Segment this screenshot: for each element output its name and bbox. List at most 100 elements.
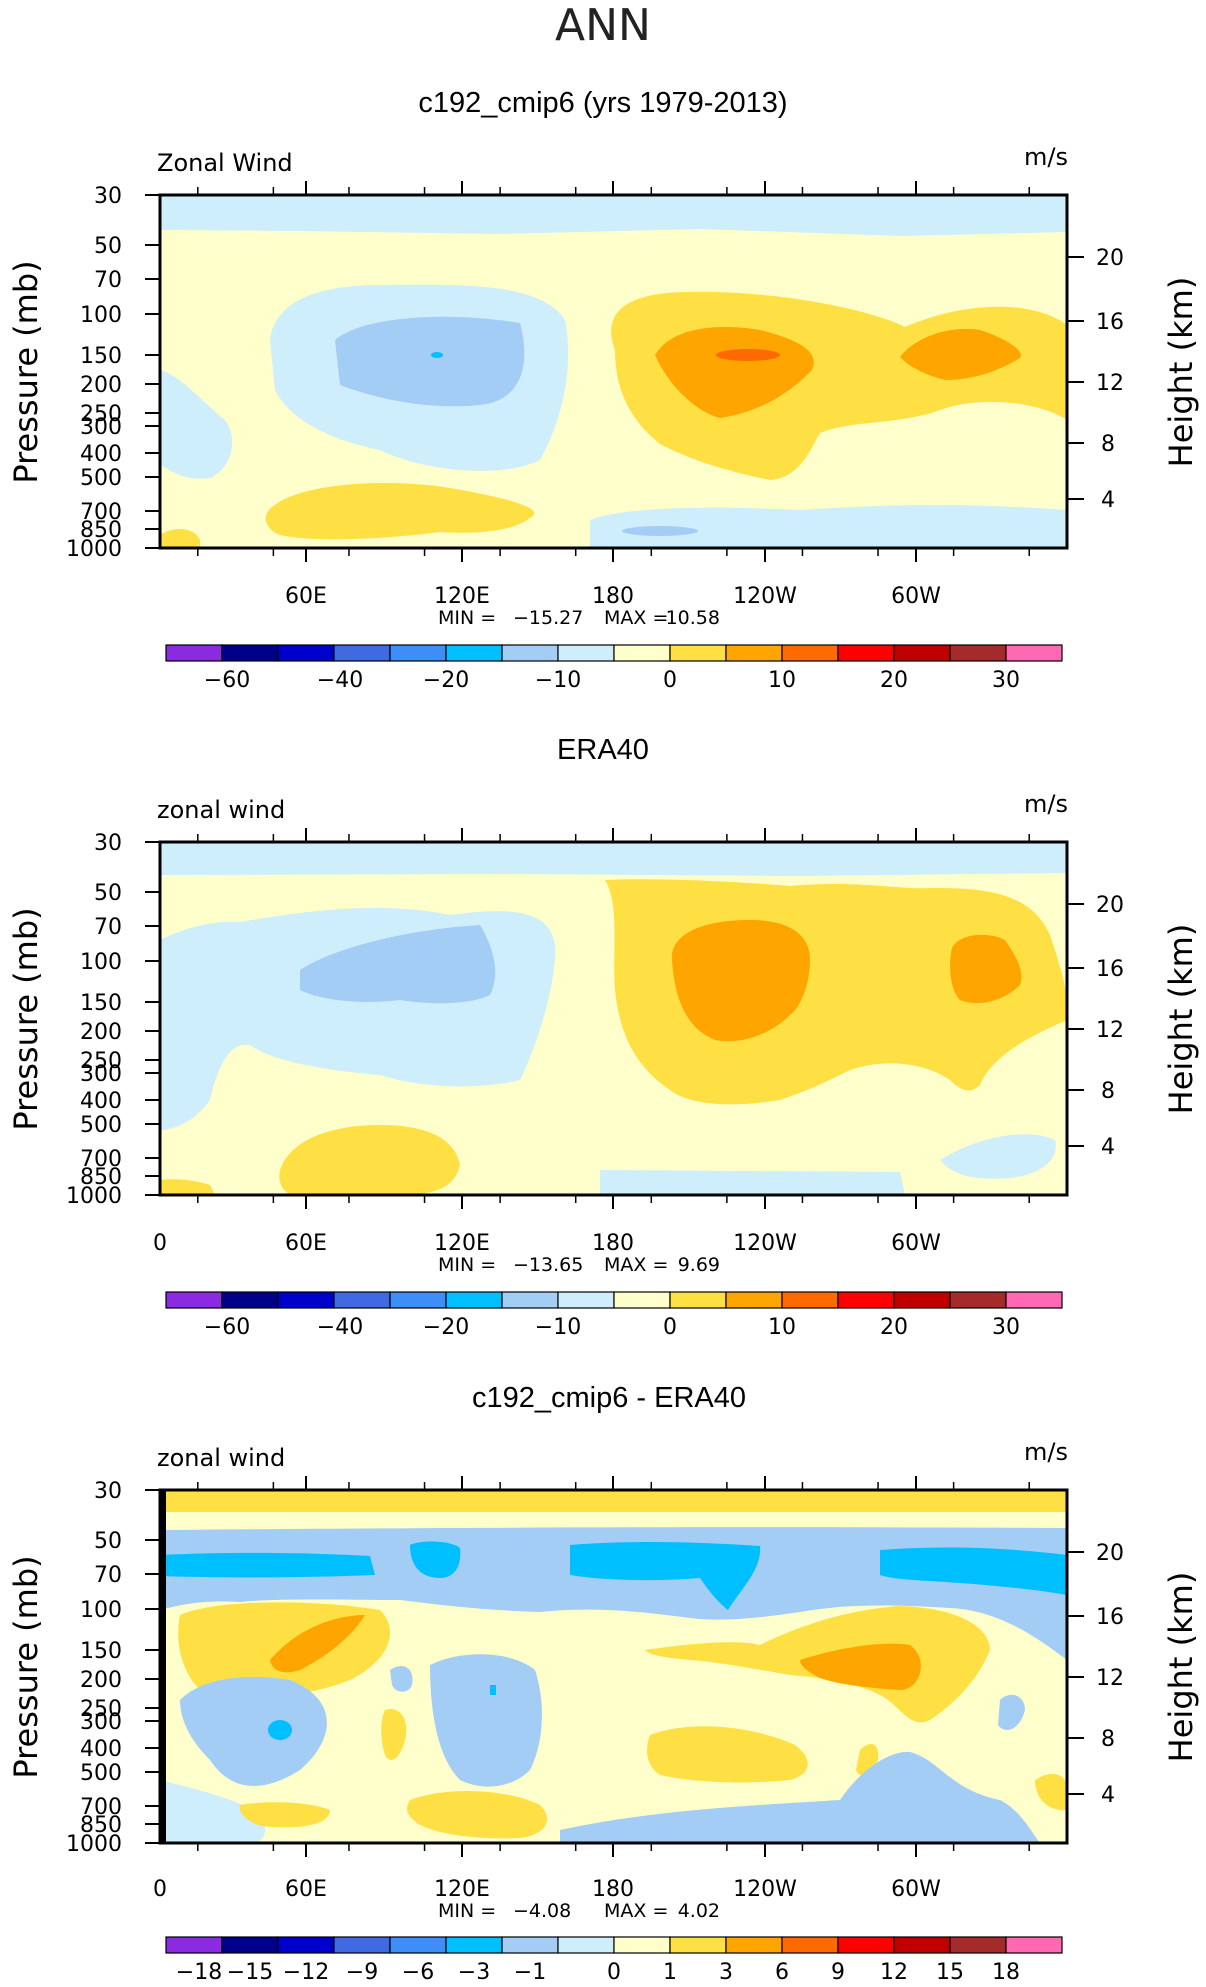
contour-region: [390, 1665, 413, 1692]
colorbar-label: −10: [535, 1315, 581, 1340]
colorbar-swatch: [613, 1291, 671, 1309]
panel-model: c192_cmip6 (yrs 1979-2013) Zonal Wind m/…: [145, 87, 1084, 693]
x-tick-labels: 60E 120E 180 120W 60W: [285, 584, 941, 609]
colorbar-swatch: [445, 644, 503, 662]
height-tick-label: 12: [1096, 1666, 1124, 1691]
max-value: 4.02: [678, 1900, 720, 1922]
x-tick-label: 60E: [285, 1877, 327, 1902]
colorbar-label: 20: [880, 668, 908, 693]
colorbar-swatch: [893, 644, 951, 662]
colorbar-label: 30: [992, 668, 1020, 693]
pressure-tick-label: 700: [80, 1795, 122, 1820]
colorbar-swatch: [669, 1936, 727, 1954]
contour-region: [410, 1541, 461, 1578]
axis-ticks: [145, 1476, 1084, 1857]
colorbar-swatch: [893, 1291, 951, 1309]
colorbar-swatch: [781, 1936, 839, 1954]
pressure-tick-label: 500: [80, 1761, 122, 1786]
x-tick-label: 60W: [891, 1231, 941, 1256]
y-axis-left-label: Pressure (mb): [7, 907, 45, 1130]
colorbar-swatch: [949, 1291, 1007, 1309]
pressure-tick-label: 250: [80, 1697, 122, 1722]
pressure-tick-label: 200: [80, 373, 122, 398]
colorbar: [165, 644, 1063, 662]
pressure-tick-label: 30: [94, 1479, 122, 1504]
contour-region: [268, 1720, 292, 1740]
colorbar-label: −9: [346, 1960, 378, 1985]
contour-region: [716, 349, 780, 361]
pressure-tick-label: 300: [80, 1062, 122, 1087]
min-value: −4.08: [513, 1900, 571, 1922]
y-axis-right-label: Height (km): [1162, 924, 1200, 1115]
height-tick-label: 20: [1096, 246, 1124, 271]
colorbar-swatch: [277, 1936, 335, 1954]
contour-region: [270, 1615, 365, 1673]
x-tick-label: 60W: [891, 584, 941, 609]
colorbar-swatch: [221, 1936, 279, 1954]
pressure-tick-label: 400: [80, 1737, 122, 1762]
colorbar-swatch: [557, 1291, 615, 1309]
colorbar-swatch: [1005, 644, 1063, 662]
contour-region: [590, 505, 1067, 548]
x-tick-label: 120E: [434, 584, 490, 609]
pressure-tick-label: 200: [80, 1020, 122, 1045]
colorbar-swatch: [165, 644, 223, 662]
max-value: 10.58: [666, 607, 720, 629]
panel-era40: ERA40 zonal wind m/s 0 60E 120E 180 120W…: [145, 734, 1084, 1340]
contour-region: [279, 1125, 460, 1195]
contour-region: [160, 195, 1067, 236]
colorbar-swatch: [781, 1291, 839, 1309]
frame-edge: [160, 1490, 166, 1843]
colorbar-label: 1: [663, 1960, 677, 1985]
colorbar-label: −12: [283, 1960, 329, 1985]
contour-region: [880, 1547, 1067, 1595]
colorbar-swatch: [949, 1936, 1007, 1954]
contour-region: [647, 1726, 808, 1783]
colorbar-label: 15: [936, 1960, 964, 1985]
height-tick-label: 20: [1096, 893, 1124, 918]
contour-region: [431, 352, 443, 358]
contour-field: [160, 842, 1067, 1195]
colorbar: [165, 1936, 1063, 1954]
height-tick-label: 16: [1096, 1605, 1124, 1630]
colorbar-label: −18: [176, 1960, 222, 1985]
contour-region: [570, 1542, 761, 1610]
height-tick-label: 20: [1096, 1541, 1124, 1566]
pressure-tick-label: 200: [80, 1668, 122, 1693]
colorbar-swatch: [333, 644, 391, 662]
max-label: MAX =: [604, 1254, 668, 1276]
y-axis-left-label: Pressure (mb): [7, 260, 45, 483]
pressure-tick-label: 50: [94, 881, 122, 906]
units-label: m/s: [1024, 143, 1068, 171]
colorbar-label: −20: [423, 1315, 469, 1340]
min-label: MIN =: [438, 1254, 496, 1276]
x-tick-label: 180: [592, 1231, 634, 1256]
pressure-tick-label: 300: [80, 1710, 122, 1735]
pressure-tick-label: 850: [80, 1165, 122, 1190]
pressure-tick-label: 700: [80, 1147, 122, 1172]
contour-region: [1035, 1774, 1067, 1811]
colorbar-swatch: [221, 644, 279, 662]
colorbar-swatch: [725, 644, 783, 662]
contour-region: [800, 1643, 921, 1690]
max-value: 9.69: [678, 1254, 720, 1276]
units-label: m/s: [1024, 1438, 1068, 1466]
pressure-tick-label: 500: [80, 466, 122, 491]
colorbar-swatch: [669, 644, 727, 662]
variable-label: zonal wind: [157, 796, 285, 824]
colorbar-label: −40: [317, 668, 363, 693]
colorbar-swatch: [501, 1291, 559, 1309]
height-tick-label: 12: [1096, 371, 1124, 396]
pressure-tick-label: 700: [80, 500, 122, 525]
contour-region: [335, 316, 525, 407]
max-label: MAX =: [604, 607, 668, 629]
colorbar-swatch: [949, 644, 1007, 662]
x-tick-label: 120W: [733, 1877, 797, 1902]
x-tick-label: 180: [592, 1877, 634, 1902]
pressure-tick-label: 100: [80, 303, 122, 328]
height-tick-label: 16: [1096, 957, 1124, 982]
x-tick-label: 60W: [891, 1877, 941, 1902]
colorbar-swatch: [893, 1936, 951, 1954]
colorbar-labels: −60 −40 −20 −10 0 10 20 30: [204, 1315, 1020, 1340]
panel-title: c192_cmip6 - ERA40: [472, 1382, 746, 1414]
